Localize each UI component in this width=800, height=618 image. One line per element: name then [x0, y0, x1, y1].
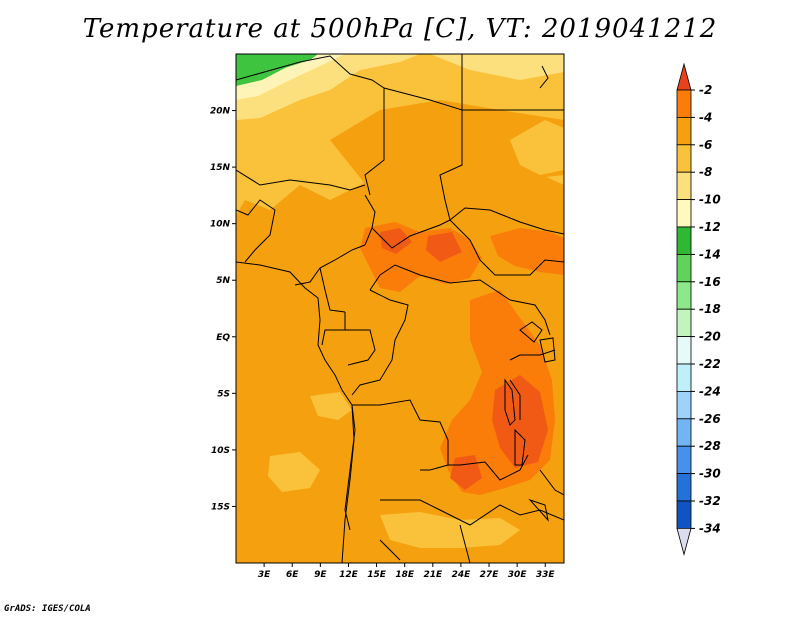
grads-credit: GrADS: IGES/COLA: [4, 604, 91, 614]
lon-tick-label: 12E: [339, 570, 359, 580]
lon-tick-label: 15E: [367, 570, 387, 580]
colorbar-label: -10: [699, 193, 721, 207]
colorbar: -2 -4 -6 -8 -10 -12 -14 -16 -18 -20 -22 -24 -26 -28 -3…: [676, 62, 721, 556]
colorbar-swatch: [676, 336, 692, 365]
field-region-west-cool-2: [268, 452, 320, 492]
lat-tick-label: 15S: [211, 502, 230, 512]
colorbar-swatch: [676, 281, 692, 310]
temperature-field: [236, 54, 564, 563]
colorbar-swatch: [676, 308, 692, 338]
country-borders: [236, 54, 564, 563]
colorbar-label: -2: [699, 83, 712, 97]
colorbar-swatch: [676, 253, 692, 283]
colorbar-swatch: [676, 500, 692, 529]
colorbar-label: -26: [699, 412, 721, 426]
field-region-sahel-warm: [330, 100, 564, 195]
lat-tick-label: 10S: [211, 446, 230, 456]
lon-tick-label: 21E: [423, 570, 443, 580]
lon-tick-label: 6E: [286, 570, 299, 580]
colorbar-label: -14: [699, 247, 721, 261]
lon-tick-label: 3E: [258, 570, 271, 580]
colorbar-label: -18: [699, 302, 721, 316]
colorbar-label: -6: [699, 138, 712, 152]
field-region-green: [236, 54, 318, 86]
lat-tick-label: 20N: [210, 107, 231, 117]
colorbar-label: -28: [699, 439, 721, 453]
colorbar-swatch: [676, 418, 692, 447]
lat-tick-label: 15N: [210, 163, 231, 173]
lon-tick-label: 30E: [508, 570, 528, 580]
colorbar-label: -16: [699, 275, 721, 289]
colorbar-swatch: [676, 171, 692, 200]
lat-tick-label: EQ: [216, 333, 230, 343]
field-region-west-cool-1: [310, 392, 352, 420]
field-region-central-warm-2: [490, 228, 564, 275]
colorbar-label: -4: [699, 110, 712, 124]
lat-tick-label: 5N: [216, 276, 230, 286]
lon-tick-label: 18E: [395, 570, 415, 580]
colorbar-swatch: [676, 390, 692, 420]
latitude-axis: 20N 15N 10N 5N EQ 5S 10S 15S: [210, 107, 236, 512]
chart-title: Temperature at 500hPa [C], VT: 201904121…: [82, 14, 718, 44]
lon-tick-label: 24E: [452, 570, 472, 580]
field-region-north-cold: [236, 54, 564, 120]
colorbar-label: -34: [699, 521, 721, 535]
colorbar-label: -8: [699, 165, 712, 179]
colorbar-label: -12: [699, 220, 721, 234]
map-frame: [235, 53, 565, 564]
colorbar-bottom-arrow: [676, 528, 692, 556]
colorbar-swatch: [676, 363, 692, 392]
colorbar-swatch: [676, 473, 692, 502]
colorbar-top-arrow: [676, 62, 692, 91]
colorbar-swatch: [676, 199, 692, 228]
field-region-central-hot: [380, 228, 462, 262]
colorbar-label: -30: [699, 467, 721, 481]
lon-tick-label: 9E: [314, 570, 327, 580]
lat-tick-label: 10N: [210, 220, 231, 230]
colorbar-swatch: [676, 445, 692, 475]
colorbar-swatch: [676, 144, 692, 173]
colorbar-swatch: [676, 89, 692, 118]
field-region-east-hot: [450, 375, 548, 490]
colorbar-label: -20: [699, 330, 721, 344]
colorbar-label: -32: [699, 494, 721, 508]
colorbar-swatch: [676, 226, 692, 255]
lon-tick-label: 27E: [480, 570, 500, 580]
lat-tick-label: 5S: [217, 389, 230, 399]
colorbar-label: -24: [699, 384, 721, 398]
lon-tick-label: 33E: [536, 570, 556, 580]
field-region-ethiopia-cool: [510, 120, 564, 175]
colorbar-swatch: [676, 117, 692, 146]
colorbar-label: -22: [699, 357, 721, 371]
field-region-south-cool: [380, 512, 520, 548]
longitude-axis: 3E 6E 9E 12E 15E 18E 21E 24E 27E 30E 33E: [258, 563, 556, 580]
